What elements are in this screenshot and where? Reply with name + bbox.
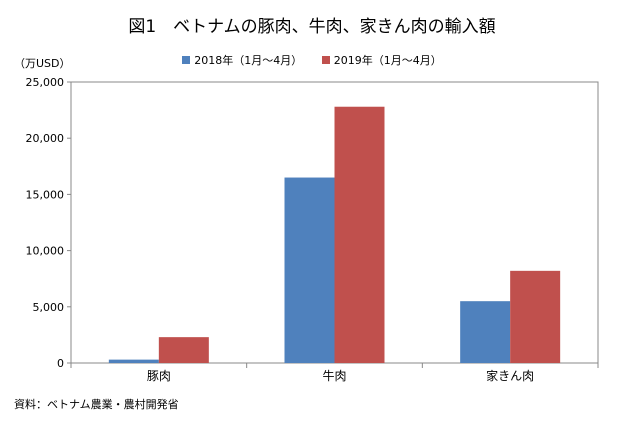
bar-2019-1 xyxy=(334,106,385,363)
y-tick-label: 15,000 xyxy=(26,188,65,201)
x-category-label: 家きん肉 xyxy=(486,368,534,383)
bar-2019-0 xyxy=(158,337,209,363)
bar-2019-2 xyxy=(510,270,561,363)
x-category-label: 牛肉 xyxy=(322,368,346,383)
y-axis-unit-label: （万USD） xyxy=(14,57,71,70)
legend-swatch-2019 xyxy=(321,56,330,64)
legend-label-2019: 2019年（1月～4月） xyxy=(333,54,442,67)
chart-title: 図1 ベトナムの豚肉、牛肉、家きん肉の輸入額 xyxy=(128,17,496,37)
y-tick-label: 0 xyxy=(57,357,64,370)
legend-item-2019: 2019年（1月～4月） xyxy=(321,52,442,68)
legend-label-2018: 2018年（1月～4月） xyxy=(194,54,303,67)
bar-2018-0 xyxy=(108,359,159,363)
bar-2018-1 xyxy=(284,177,335,363)
y-tick-label: 20,000 xyxy=(26,132,65,145)
x-category-label: 豚肉 xyxy=(147,369,171,383)
y-tick-label: 25,000 xyxy=(26,76,65,89)
y-tick-label: 10,000 xyxy=(26,245,65,258)
legend: 2018年（1月～4月） 2019年（1月～4月） xyxy=(0,52,624,68)
source-note: 資料：ベトナム農業・農村開発省 xyxy=(14,398,179,411)
bar-2018-2 xyxy=(460,301,511,363)
y-tick-label: 5,000 xyxy=(33,301,65,314)
legend-item-2018: 2018年（1月～4月） xyxy=(182,52,302,68)
legend-swatch-2018 xyxy=(182,56,191,64)
